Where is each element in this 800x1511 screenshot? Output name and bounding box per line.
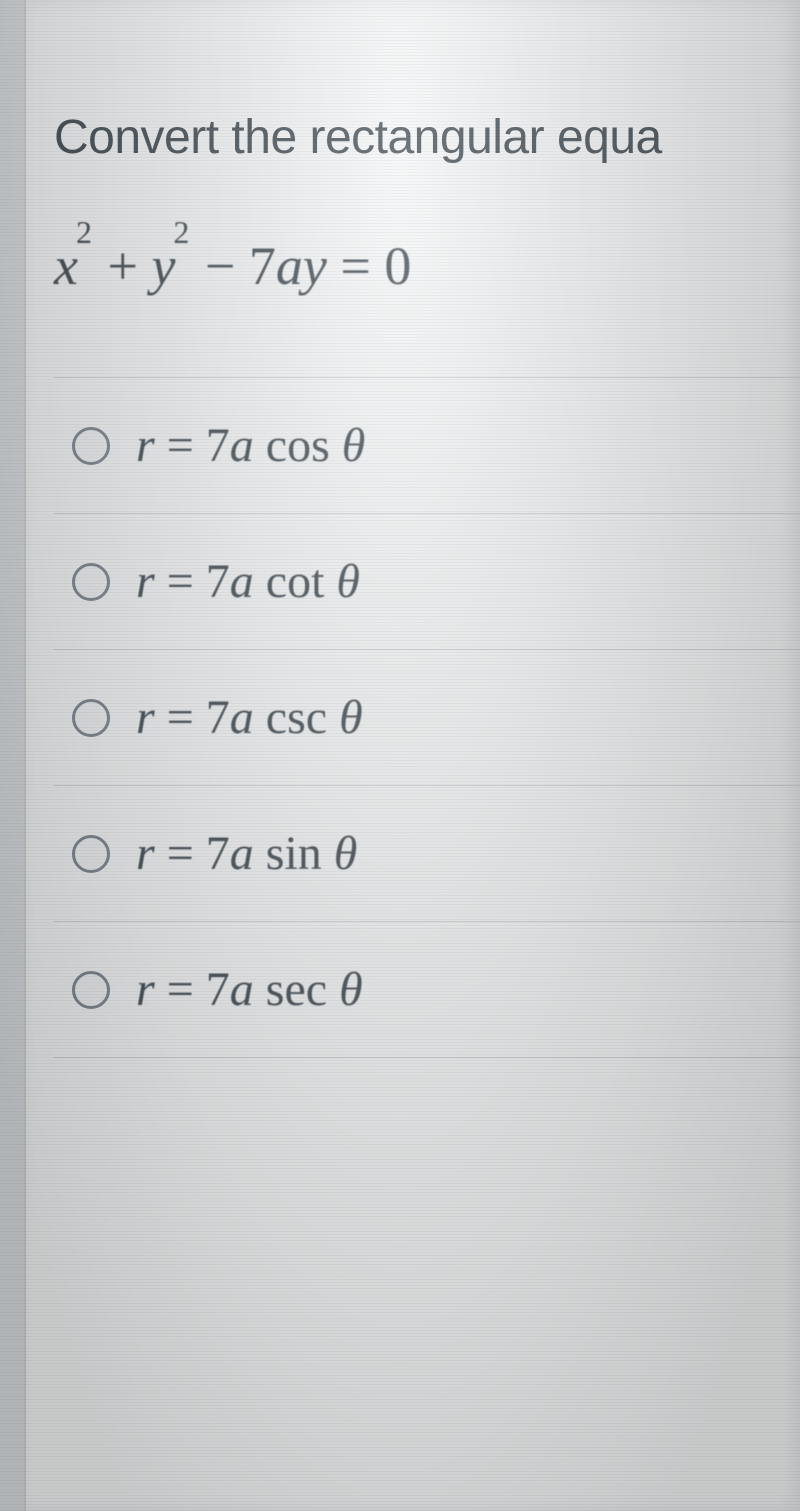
- eq-equals: =: [340, 236, 370, 296]
- opt-theta: θ: [339, 691, 363, 744]
- opt-r: r: [136, 691, 155, 744]
- option-row[interactable]: r = 7a cot θ: [54, 513, 800, 649]
- eq-x: x: [54, 236, 78, 296]
- opt-theta: θ: [339, 963, 363, 1016]
- eq-coef: 7: [249, 236, 276, 296]
- opt-trig: cos: [266, 419, 330, 472]
- opt-trig: csc: [266, 691, 327, 744]
- eq-a: a: [276, 236, 303, 296]
- eq-y-exp: 2: [173, 214, 189, 250]
- opt-a: a: [230, 555, 254, 608]
- option-row[interactable]: r = 7a cos θ: [54, 377, 800, 513]
- opt-r: r: [136, 963, 155, 1016]
- radio-icon[interactable]: [72, 699, 110, 737]
- opt-coef: 7: [206, 419, 230, 472]
- opt-a: a: [230, 963, 254, 1016]
- question-panel: Convert the rectangular equa x2 + y2 − 7…: [24, 0, 800, 1511]
- opt-theta: θ: [336, 555, 360, 608]
- opt-a: a: [230, 419, 254, 472]
- option-row[interactable]: r = 7a csc θ: [54, 649, 800, 785]
- opt-r: r: [136, 827, 155, 880]
- opt-coef: 7: [206, 555, 230, 608]
- option-math: r = 7a sin θ: [136, 826, 357, 881]
- eq-y: y: [151, 236, 175, 296]
- opt-eq: =: [167, 963, 194, 1016]
- option-row[interactable]: r = 7a sec θ: [54, 921, 800, 1058]
- opt-coef: 7: [206, 691, 230, 744]
- eq-minus: −: [205, 236, 235, 296]
- opt-theta: θ: [342, 419, 366, 472]
- opt-trig: cot: [266, 555, 325, 608]
- radio-icon[interactable]: [72, 563, 110, 601]
- opt-theta: θ: [334, 827, 358, 880]
- eq-yvar: y: [303, 236, 327, 296]
- opt-a: a: [230, 827, 254, 880]
- opt-r: r: [136, 419, 155, 472]
- option-math: r = 7a csc θ: [136, 690, 363, 745]
- opt-eq: =: [167, 419, 194, 472]
- opt-coef: 7: [206, 963, 230, 1016]
- radio-icon[interactable]: [72, 427, 110, 465]
- option-row[interactable]: r = 7a sin θ: [54, 785, 800, 921]
- question-equation: x2 + y2 − 7ay = 0: [54, 235, 800, 297]
- opt-eq: =: [167, 555, 194, 608]
- opt-r: r: [136, 555, 155, 608]
- question-prompt: Convert the rectangular equa: [54, 110, 800, 165]
- opt-eq: =: [167, 827, 194, 880]
- option-math: r = 7a sec θ: [136, 962, 363, 1017]
- eq-plus: +: [107, 236, 137, 296]
- options-list: r = 7a cos θ r = 7a cot θ r = 7a c: [54, 377, 800, 1058]
- radio-icon[interactable]: [72, 835, 110, 873]
- option-math: r = 7a cot θ: [136, 554, 360, 609]
- opt-coef: 7: [206, 827, 230, 880]
- option-math: r = 7a cos θ: [136, 418, 365, 473]
- opt-a: a: [230, 691, 254, 744]
- eq-rhs: 0: [384, 236, 411, 296]
- opt-trig: sec: [266, 963, 327, 1016]
- opt-eq: =: [167, 691, 194, 744]
- radio-icon[interactable]: [72, 971, 110, 1009]
- opt-trig: sin: [266, 827, 322, 880]
- eq-x-exp: 2: [76, 214, 92, 250]
